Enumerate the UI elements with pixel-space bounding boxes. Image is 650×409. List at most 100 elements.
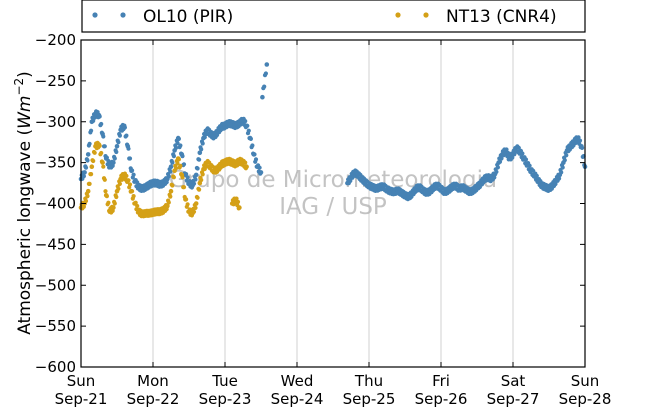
- data-point: [133, 200, 138, 205]
- data-point: [248, 136, 253, 141]
- data-point: [527, 163, 532, 168]
- data-point: [253, 157, 259, 162]
- data-point: [85, 158, 90, 163]
- data-point: [89, 172, 94, 177]
- data-point: [348, 178, 353, 183]
- data-point: [92, 150, 97, 155]
- data-point: [91, 158, 96, 164]
- x-tick-label-date: Sep-21: [55, 390, 108, 408]
- data-point: [245, 123, 250, 128]
- data-point: [171, 175, 176, 180]
- data-point: [114, 194, 119, 200]
- data-point: [560, 165, 565, 170]
- data-point: [191, 181, 197, 186]
- data-point: [101, 134, 106, 139]
- data-point: [124, 133, 129, 138]
- data-point: [184, 197, 189, 202]
- data-point: [87, 141, 92, 146]
- watermark-line-2: IAG / USP: [279, 194, 387, 220]
- data-point: [580, 145, 585, 150]
- y-axis-label-close: ): [15, 71, 35, 78]
- x-tick-label-day: Sun: [571, 372, 600, 390]
- data-point: [170, 160, 175, 165]
- data-point: [235, 199, 241, 204]
- data-point: [99, 150, 104, 156]
- data-point: [197, 150, 203, 156]
- data-point: [193, 177, 198, 182]
- data-point: [116, 186, 121, 191]
- y-tick-label: −450: [35, 235, 76, 253]
- data-point: [178, 143, 183, 148]
- data-point: [195, 195, 200, 200]
- legend-marker: [423, 12, 429, 18]
- x-tick-label-date: Sep-25: [343, 390, 396, 408]
- data-point: [126, 146, 131, 151]
- data-point: [193, 172, 199, 178]
- legend-marker: [395, 12, 401, 18]
- data-point: [117, 181, 122, 186]
- data-point: [82, 170, 87, 175]
- data-point: [557, 176, 562, 181]
- data-point: [126, 178, 131, 183]
- data-point: [114, 144, 120, 149]
- data-point: [562, 158, 567, 163]
- data-point: [175, 161, 180, 166]
- data-point: [81, 174, 86, 179]
- data-point: [181, 185, 187, 190]
- data-point: [122, 125, 127, 130]
- data-point: [91, 118, 96, 123]
- y-tick-labels: −200 −250 −300 −350 −400 −450 −500 −550 −600: [35, 31, 76, 376]
- data-point: [168, 188, 174, 194]
- x-tick-label-day: Mon: [137, 372, 169, 390]
- data-point: [246, 128, 251, 133]
- data-point: [89, 128, 94, 133]
- data-point: [197, 187, 202, 192]
- data-point: [178, 163, 183, 168]
- data-point: [83, 198, 89, 204]
- data-point: [130, 168, 135, 173]
- data-point: [243, 119, 248, 124]
- data-point: [193, 201, 199, 206]
- data-point: [234, 196, 239, 201]
- legend-marker: [92, 12, 98, 18]
- data-point: [257, 165, 262, 170]
- data-point: [176, 136, 181, 141]
- data-point: [184, 172, 189, 177]
- data-point: [173, 166, 179, 171]
- y-axis-label-text: Atmospheric longwave (: [15, 129, 35, 335]
- data-point: [264, 62, 270, 67]
- data-point: [100, 160, 105, 165]
- data-point: [165, 203, 170, 209]
- data-point: [168, 169, 173, 174]
- data-point: [103, 189, 108, 194]
- data-point: [124, 173, 129, 178]
- y-tick-label: −600: [35, 358, 76, 376]
- data-point: [499, 156, 504, 161]
- data-point: [200, 141, 205, 146]
- y-tick-label: −550: [35, 317, 76, 335]
- data-point: [173, 145, 179, 150]
- data-point: [559, 170, 564, 175]
- data-point: [168, 194, 173, 199]
- data-point: [185, 202, 190, 207]
- x-tick-label-day: Sun: [67, 372, 96, 390]
- data-point: [104, 194, 109, 199]
- data-point: [180, 175, 185, 180]
- data-point: [106, 200, 111, 205]
- legend: OL10 (PIR) NT13 (CNR4): [81, 0, 586, 33]
- data-point: [85, 194, 90, 199]
- legend-label: OL10 (PIR): [143, 7, 233, 27]
- y-axis-label: Atmospheric longwave (Wm−2): [12, 71, 35, 335]
- data-point: [191, 209, 197, 214]
- data-point: [111, 160, 116, 165]
- data-point: [197, 157, 202, 162]
- x-tick-label-day: Wed: [281, 372, 314, 390]
- y-tick-label: −200: [35, 31, 76, 49]
- data-point: [131, 172, 136, 177]
- legend-label: NT13 (CNR4): [446, 7, 557, 27]
- data-point: [260, 94, 265, 100]
- data-point: [497, 159, 503, 164]
- grid: [152, 40, 514, 367]
- data-point: [193, 205, 198, 210]
- data-point: [83, 165, 89, 170]
